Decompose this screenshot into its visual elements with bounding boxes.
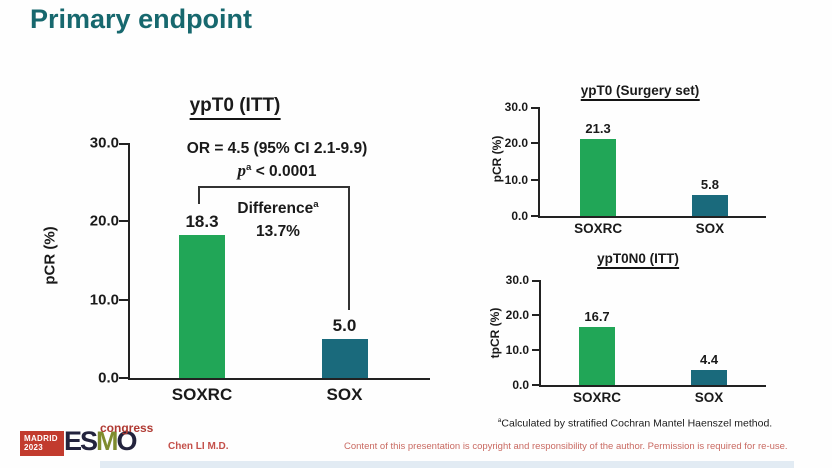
y-axis-tick <box>532 384 539 386</box>
esmo-wordmark: ESMO <box>64 426 138 456</box>
ypt0n0-chart-title: ypT0N0 (ITT) <box>597 251 679 269</box>
category-label: SOX <box>695 221 725 236</box>
y-axis-tick <box>119 377 128 379</box>
bar-value-label: 4.4 <box>700 351 719 367</box>
bar-soxrc <box>580 138 617 216</box>
difference-bracket-horizontal <box>198 186 349 188</box>
y-tick-label: 10.0 <box>504 172 528 187</box>
author-credit: Chen LI M.D. <box>168 441 229 452</box>
bar-soxrc <box>579 326 616 385</box>
main-chart-plot-area: 0.0 10.0 20.0 30.0 18.3 SOXRC 5.0 SOX <box>90 136 430 404</box>
y-axis-tick <box>531 107 538 109</box>
main-chart: ypT0 (ITT) pCR (%) 0.0 10.0 20.0 30.0 18.3 SO… <box>40 85 440 420</box>
page-title: Primary endpoint <box>30 4 253 34</box>
bar-value-label: 18.3 <box>185 211 219 231</box>
y-axis-tick <box>531 142 538 145</box>
ypt0n0-chart-y-axis-label: tpCR (%) <box>488 307 502 359</box>
odds-ratio-annotation: OR = 4.5 (95% CI 2.1-9.9) <box>186 140 368 157</box>
category-label: SOX <box>694 390 724 405</box>
main-chart-y-axis-label: pCR (%) <box>41 226 59 285</box>
surgery-chart-title: ypT0 (Surgery set) <box>580 83 700 101</box>
congress-label: congress <box>100 421 154 435</box>
ypt0n0-chart: ypT0N0 (ITT) tpCR (%) 0.0 10.0 20.0 30.0 16.… <box>460 250 805 422</box>
difference-bracket-right-arm <box>348 186 350 310</box>
y-tick-label: 10.0 <box>505 343 529 357</box>
y-tick-label: 20.0 <box>89 212 119 230</box>
difference-value: 13.7% <box>256 223 300 241</box>
y-tick-label: 0.0 <box>98 369 119 387</box>
bar-value-label: 5.0 <box>332 315 357 335</box>
bar-value-label: 21.3 <box>585 120 611 136</box>
y-tick-label: 20.0 <box>504 136 528 151</box>
y-tick-label: 30.0 <box>505 273 529 287</box>
surgery-chart-y-axis-label: pCR (%) <box>490 135 504 183</box>
category-label: SOXRC <box>573 390 622 405</box>
bar-sox <box>691 369 728 385</box>
logo-location: MADRID <box>24 434 58 443</box>
p-symbol: p <box>237 161 247 180</box>
y-tick-label: 10.0 <box>89 291 119 309</box>
y-axis-tick <box>119 298 128 301</box>
y-axis-tick <box>531 215 538 217</box>
madrid-2023-badge: MADRID 2023 <box>20 431 64 456</box>
y-tick-label: 30.0 <box>504 100 528 114</box>
bar-sox <box>691 194 728 216</box>
bar-soxrc <box>179 234 225 378</box>
difference-annotation: Differencea 13.7% <box>237 193 318 243</box>
y-tick-label: 0.0 <box>511 209 528 223</box>
y-axis-tick <box>119 220 128 223</box>
y-tick-label: 0.0 <box>512 378 529 392</box>
p-value-text: < 0.0001 <box>251 163 317 180</box>
main-chart-title: ypT0 (ITT) <box>189 95 281 120</box>
y-axis-tick <box>119 143 128 145</box>
y-tick-label: 20.0 <box>505 308 529 322</box>
p-value-annotation: pa < 0.0001 <box>238 161 317 181</box>
category-label: SOXRC <box>171 385 233 404</box>
bottom-accent-bar <box>100 461 794 468</box>
y-axis-tick <box>532 349 539 351</box>
category-label: SOXRC <box>574 221 623 236</box>
esmo-congress-logo: MADRID 2023 ESMO congress <box>18 421 154 462</box>
surgery-chart-plot-area: 0.0 10.0 20.0 30.0 21.3 SOXRC 5.8 SOX <box>505 101 766 236</box>
y-tick-label: 30.0 <box>89 134 119 152</box>
difference-bracket-left-arm <box>198 186 200 204</box>
y-axis-tick <box>532 280 539 282</box>
y-axis-tick <box>532 314 539 316</box>
difference-label: Differencea <box>237 199 319 218</box>
category-label: SOX <box>326 385 363 404</box>
logo-year: 2023 <box>24 443 43 453</box>
p-superscript: a <box>246 161 252 173</box>
ypt0n0-chart-plot-area: 0.0 10.0 20.0 30.0 16.7 SOXRC 4.4 SOX <box>506 274 766 405</box>
bar-value-label: 16.7 <box>584 308 610 324</box>
bar-sox <box>321 338 368 378</box>
surgery-set-chart: ypT0 (Surgery set) pCR (%) 0.0 10.0 20.0 30… <box>460 80 805 250</box>
copyright-disclaimer: Content of this presentation is copyrigh… <box>344 441 788 452</box>
bar-value-label: 5.8 <box>700 176 719 192</box>
statistical-method-footnote: aCalculated by stratified Cochran Mantel… <box>497 417 773 430</box>
y-axis-tick <box>531 178 538 181</box>
